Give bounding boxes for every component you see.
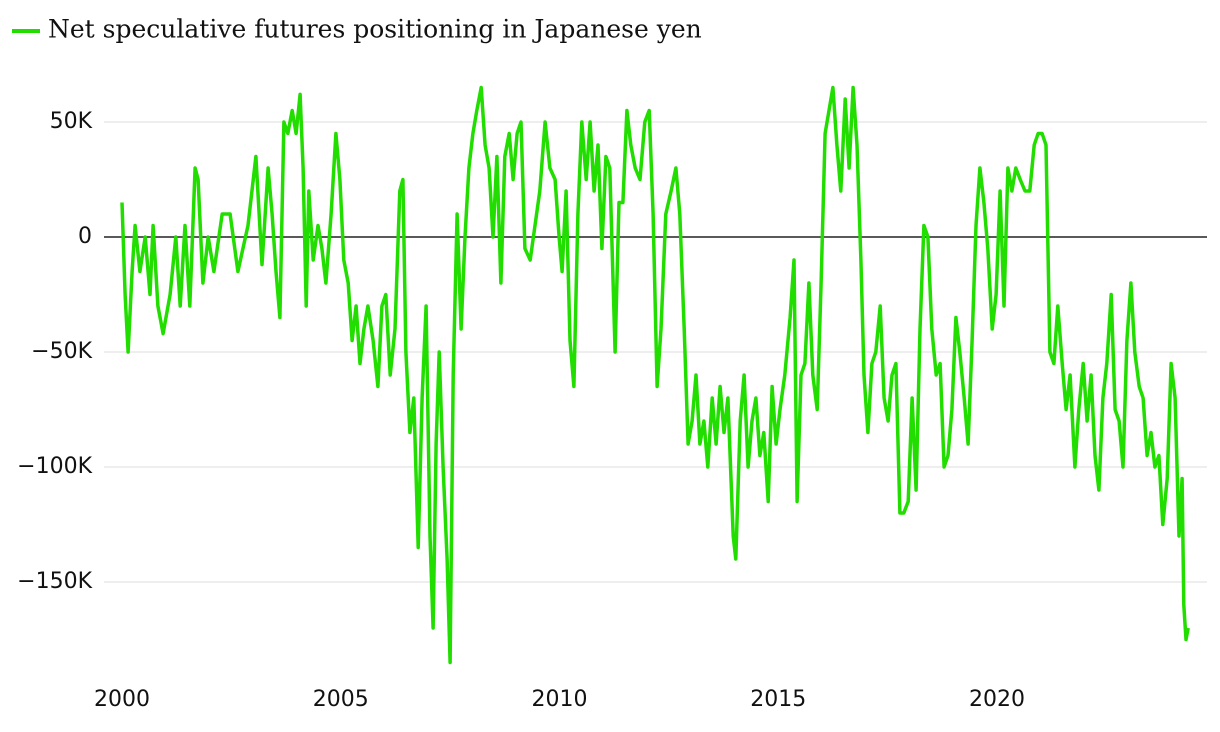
y-tick-label: −150K [17,569,92,594]
y-tick-label: −50K [31,339,92,364]
y-tick-label: 50K [50,109,93,134]
x-tick-label: 2000 [94,687,150,712]
y-tick-label: −100K [17,454,92,479]
x-tick-label: 2010 [532,687,588,712]
x-tick-label: 2005 [313,687,369,712]
legend-label: Net speculative futures positioning in J… [48,15,702,44]
x-tick-label: 2015 [750,687,806,712]
y-tick-label: 0 [78,224,92,249]
series-line [120,85,1190,665]
x-tick-label: 2020 [969,687,1025,712]
